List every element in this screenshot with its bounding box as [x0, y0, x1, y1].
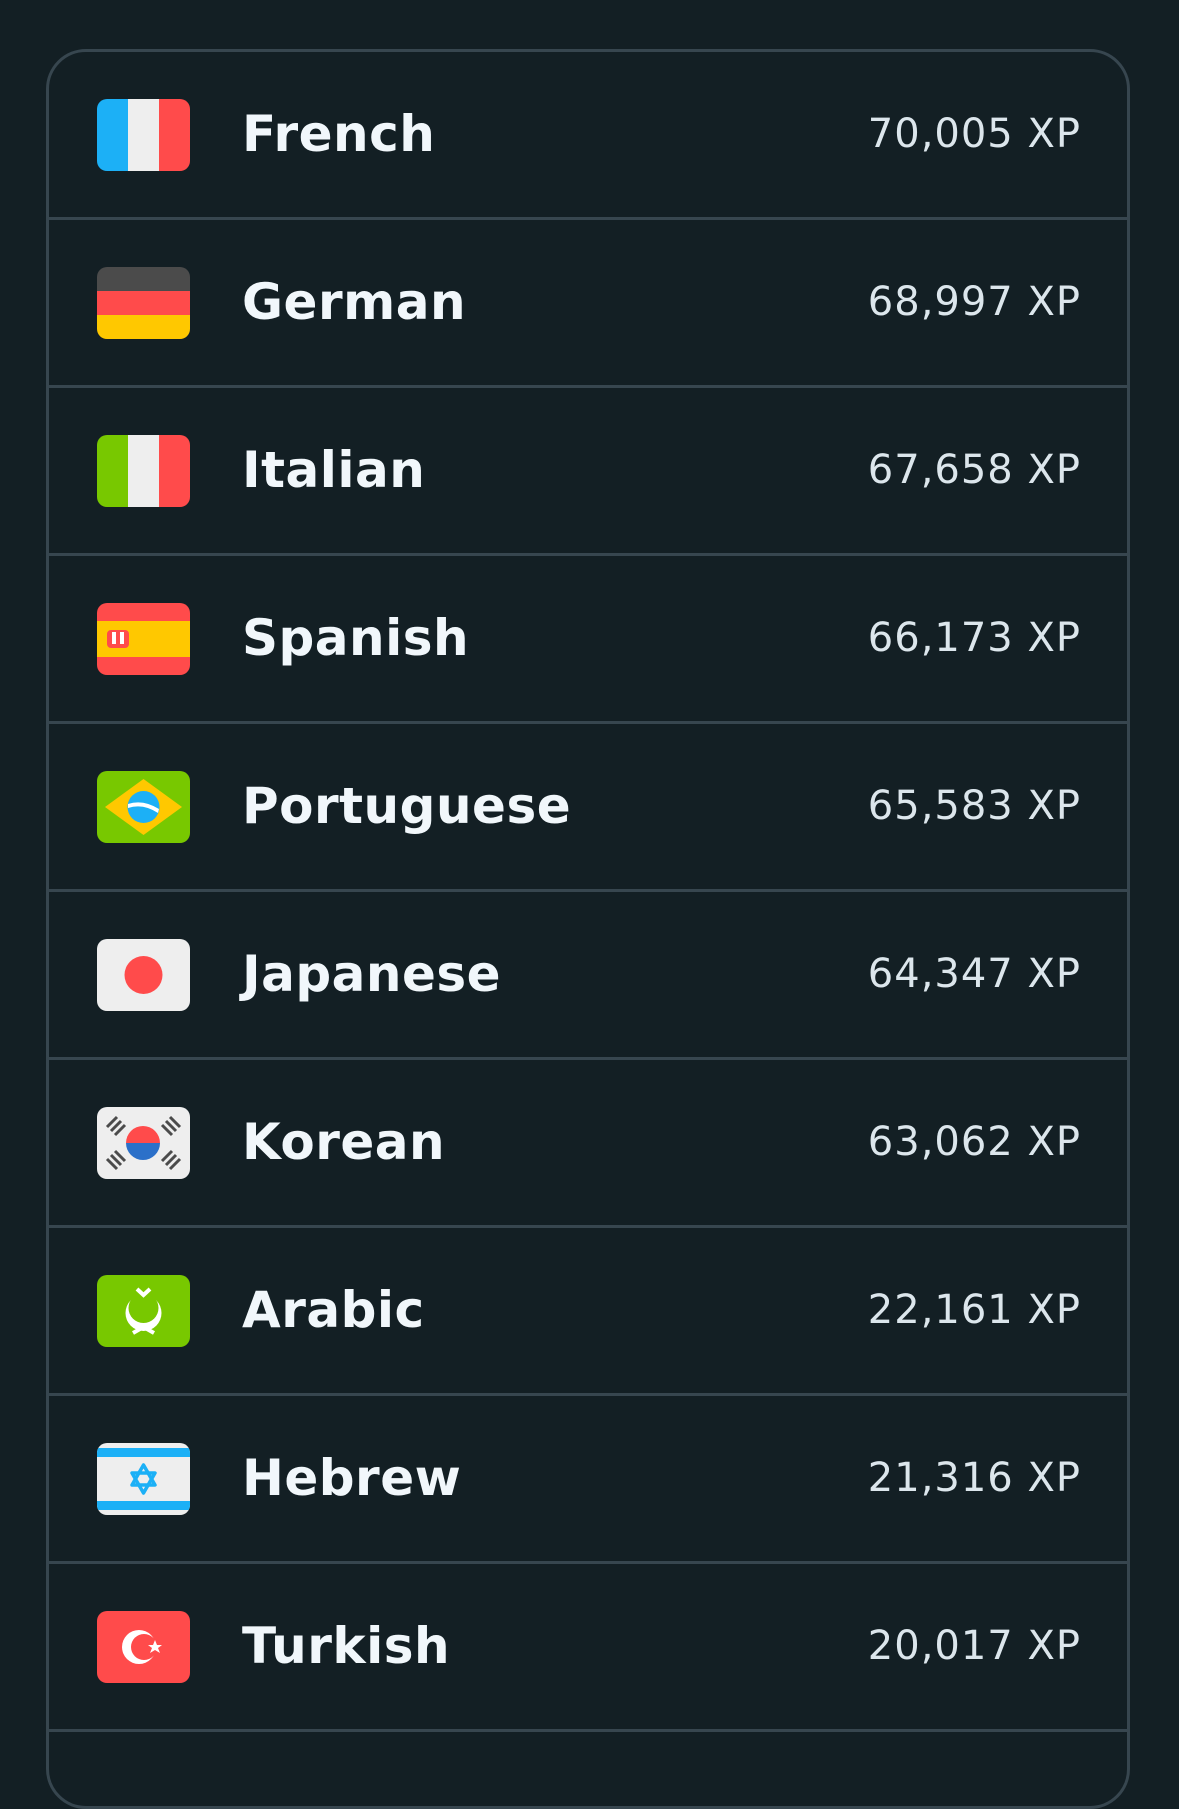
xp-value: 67,658 XP — [867, 447, 1081, 493]
language-row-french[interactable]: French 70,005 XP — [49, 52, 1127, 220]
language-row-korean[interactable]: Korean 63,062 XP — [49, 1060, 1127, 1228]
language-row-spanish[interactable]: Spanish 66,173 XP — [49, 556, 1127, 724]
france-flag-icon — [97, 99, 190, 171]
language-name: German — [242, 273, 467, 331]
japan-flag-icon — [97, 939, 190, 1011]
language-name: Portuguese — [242, 777, 572, 835]
language-row-italian[interactable]: Italian 67,658 XP — [49, 388, 1127, 556]
language-row-portuguese[interactable]: Portuguese 65,583 XP — [49, 724, 1127, 892]
xp-value: 64,347 XP — [867, 951, 1081, 997]
language-name: Korean — [242, 1113, 446, 1171]
language-name: Spanish — [242, 609, 470, 667]
xp-value: 20,017 XP — [867, 1623, 1081, 1669]
arabic-flag-icon — [97, 1275, 190, 1347]
brazil-flag-icon — [97, 771, 190, 843]
language-list: French 70,005 XP German 68,997 XP Italia… — [46, 49, 1130, 1809]
language-row-japanese[interactable]: Japanese 64,347 XP — [49, 892, 1127, 1060]
language-name: Turkish — [242, 1617, 451, 1675]
israel-flag-icon — [97, 1443, 190, 1515]
language-row-arabic[interactable]: Arabic 22,161 XP — [49, 1228, 1127, 1396]
xp-value: 22,161 XP — [867, 1287, 1081, 1333]
korea-flag-icon — [97, 1107, 190, 1179]
turkey-flag-icon — [97, 1611, 190, 1683]
xp-value: 63,062 XP — [867, 1119, 1081, 1165]
language-row-hebrew[interactable]: Hebrew 21,316 XP — [49, 1396, 1127, 1564]
italy-flag-icon — [97, 435, 190, 507]
language-name: Italian — [242, 441, 426, 499]
xp-value: 21,316 XP — [867, 1455, 1081, 1501]
spain-flag-icon — [97, 603, 190, 675]
language-name: Hebrew — [242, 1449, 462, 1507]
xp-value: 68,997 XP — [867, 279, 1081, 325]
xp-value: 66,173 XP — [867, 615, 1081, 661]
germany-flag-icon — [97, 267, 190, 339]
language-name: Japanese — [242, 945, 502, 1003]
language-name: French — [242, 105, 436, 163]
language-row-german[interactable]: German 68,997 XP — [49, 220, 1127, 388]
xp-value: 70,005 XP — [867, 111, 1081, 157]
xp-value: 65,583 XP — [867, 783, 1081, 829]
language-row-turkish[interactable]: Turkish 20,017 XP — [49, 1564, 1127, 1732]
language-name: Arabic — [242, 1281, 425, 1339]
